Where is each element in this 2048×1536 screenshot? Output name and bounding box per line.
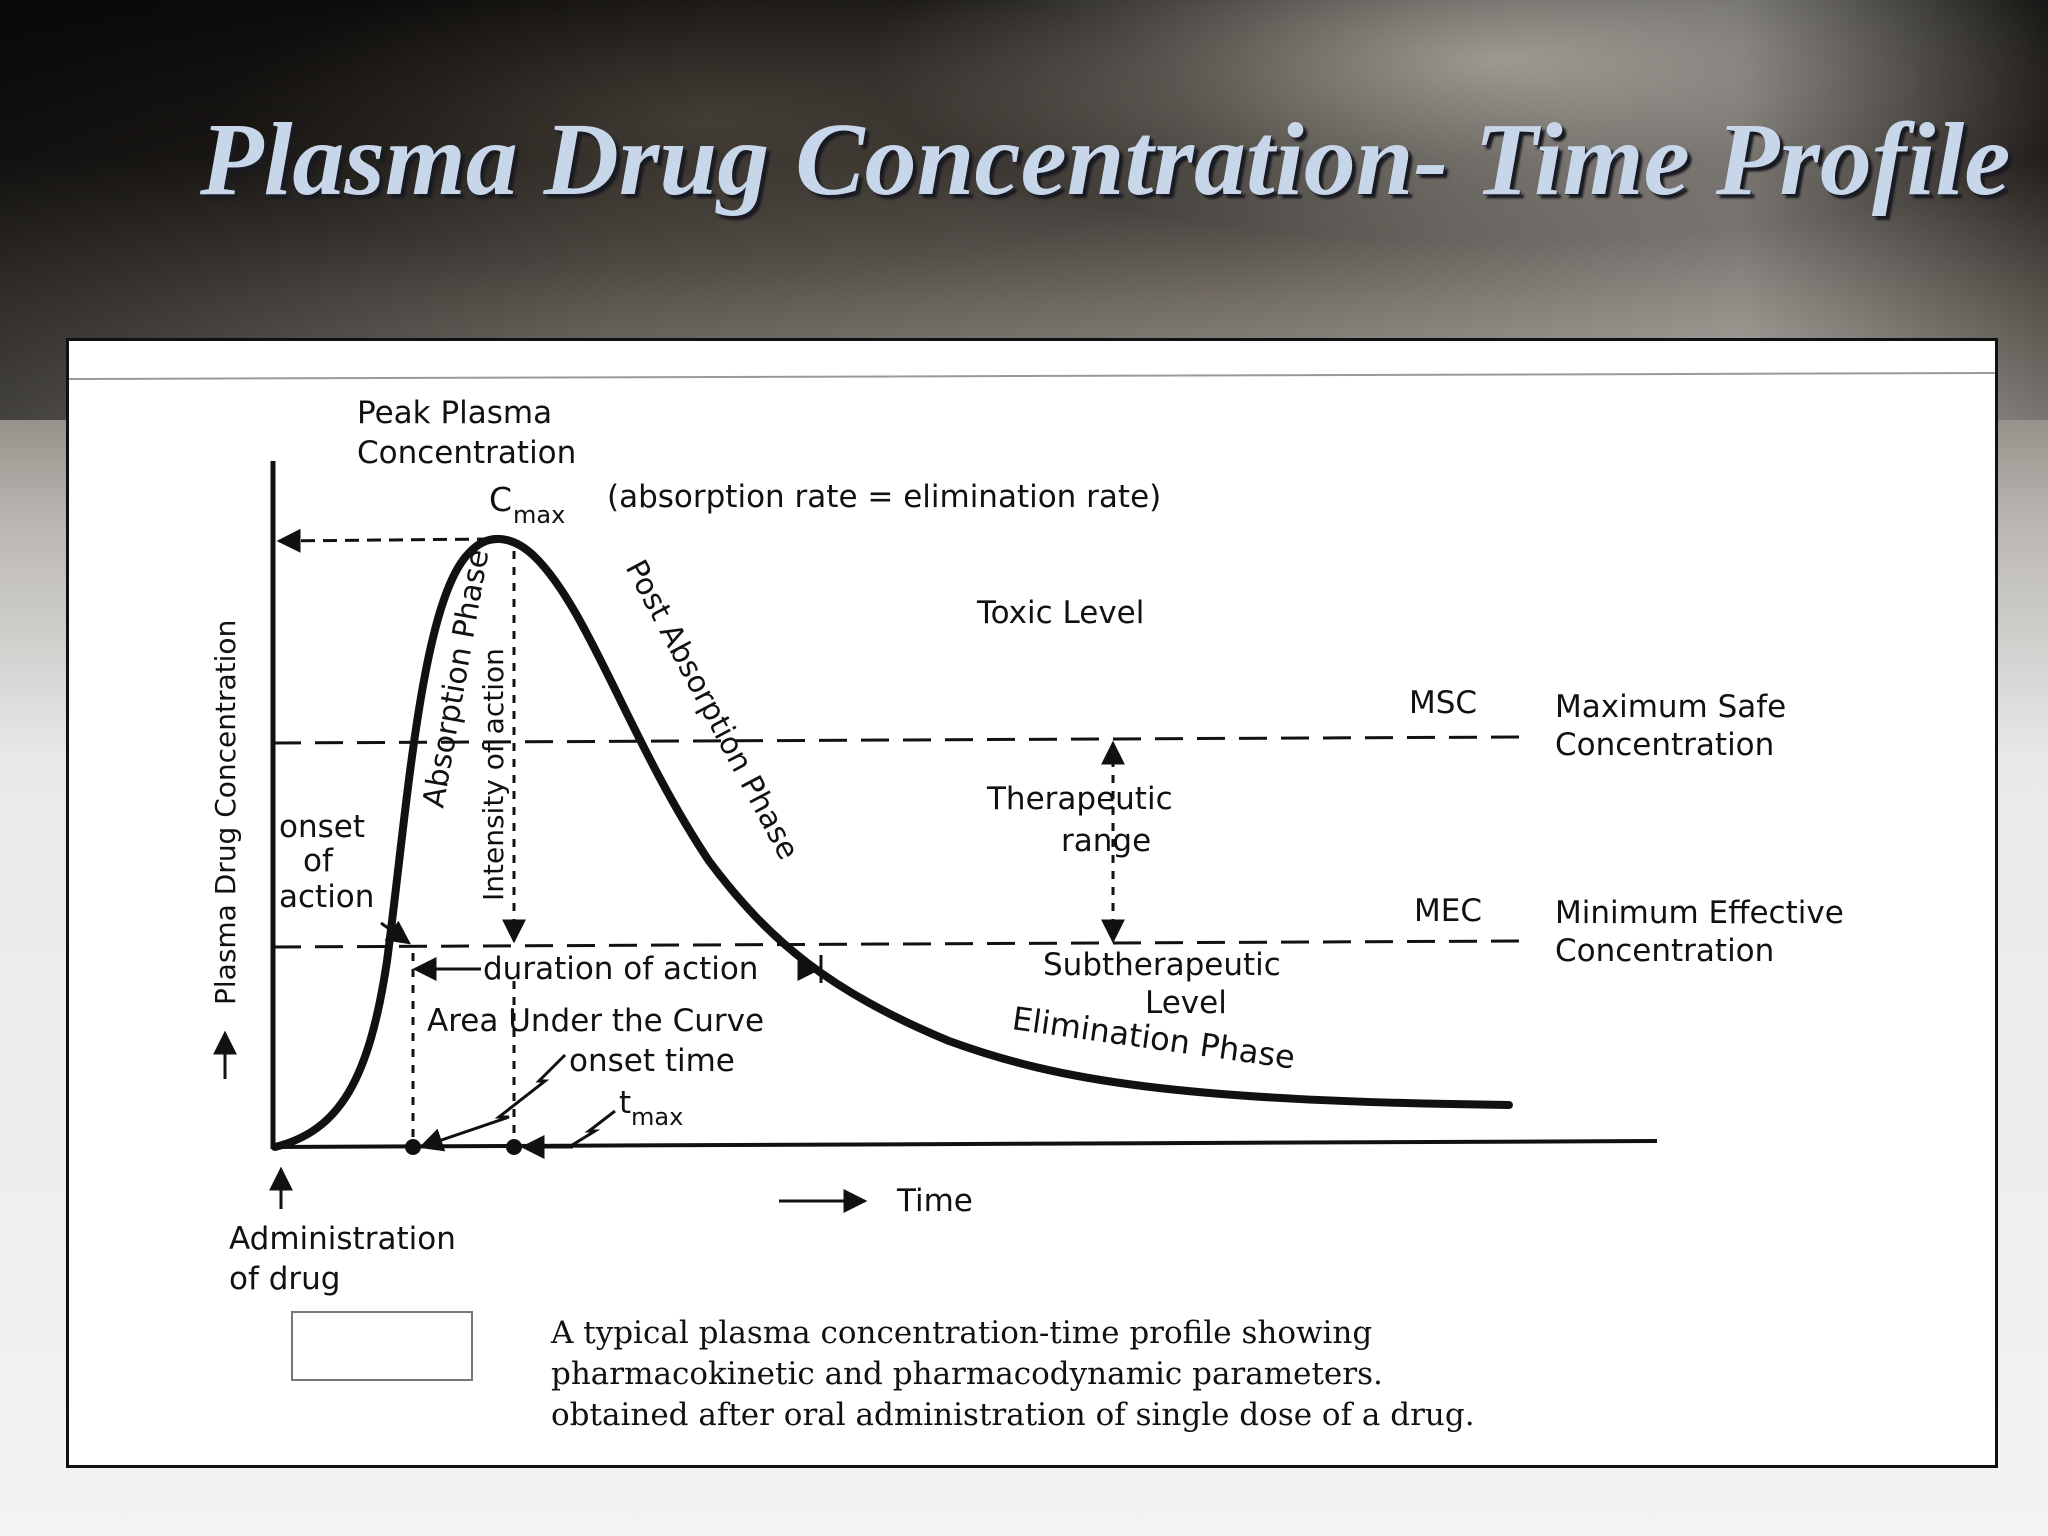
cmax-c: C (489, 480, 512, 519)
msc-full-1: Maximum Safe (1555, 689, 1786, 725)
onset-pointer (380, 920, 411, 945)
therapeutic-1: Therapeutic (986, 781, 1173, 817)
caption-line-1: A typical plasma concentration-time prof… (551, 1315, 1373, 1351)
onset-time: onset time (569, 1043, 735, 1079)
figure-caption: A typical plasma concentration-time prof… (551, 1313, 1931, 1436)
subtherapeutic-2: Level (1145, 985, 1227, 1021)
x-axis (272, 1139, 1658, 1149)
admin-1: Administration (229, 1221, 456, 1257)
caption-blank-box (291, 1311, 473, 1381)
peak-label-1: Peak Plasma (357, 395, 552, 431)
tmax-t: t (619, 1085, 631, 1121)
onset-1: onset (279, 809, 365, 845)
cmax-line (276, 528, 490, 553)
msc-full-2: Concentration (1555, 727, 1774, 763)
mec-full-2: Concentration (1555, 933, 1774, 969)
duration-of-action: duration of action (483, 951, 758, 987)
diagram-frame: Peak Plasma Concentration C max (absorpt… (66, 338, 1998, 1468)
onset-2: of (303, 843, 334, 879)
onset-dot (405, 1139, 421, 1155)
tmax-dot (506, 1139, 522, 1155)
mec-line (272, 939, 1520, 949)
caption-line-3: obtained after oral administration of si… (551, 1397, 1475, 1433)
auc-label: Area Under the Curve (427, 1003, 764, 1039)
intensity-of-action: Intensity of action (477, 648, 510, 901)
pk-diagram: Peak Plasma Concentration C max (absorpt… (69, 372, 1995, 1297)
peak-label-2: Concentration (357, 435, 576, 471)
toxic-level: Toxic Level (976, 595, 1144, 631)
slide-title: Plasma Drug Concentration- Time Profile (200, 102, 2011, 217)
scan-top-rule (69, 372, 1995, 380)
y-axis-label: Plasma Drug Concentration (209, 620, 242, 1005)
mec-label: MEC (1414, 893, 1482, 929)
x-axis-label: Time (896, 1183, 973, 1219)
cmax-sub: max (513, 501, 565, 529)
therapeutic-2: range (1061, 823, 1151, 859)
onset-3: action (279, 879, 374, 915)
mec-full-1: Minimum Effective (1555, 895, 1844, 931)
caption-line-2: pharmacokinetic and pharmacodynamic para… (551, 1356, 1383, 1392)
subtherapeutic-1: Subtherapeutic (1043, 947, 1281, 983)
msc-label: MSC (1409, 685, 1477, 721)
cmax-note: (absorption rate = elimination rate) (607, 479, 1161, 515)
onset-time-pointer (418, 1053, 567, 1152)
admin-2: of drug (229, 1261, 340, 1297)
tmax-sub: max (631, 1103, 683, 1131)
tmax-pointer (520, 1109, 616, 1159)
post-absorption-phase: Post Absorption Phase (618, 554, 806, 865)
